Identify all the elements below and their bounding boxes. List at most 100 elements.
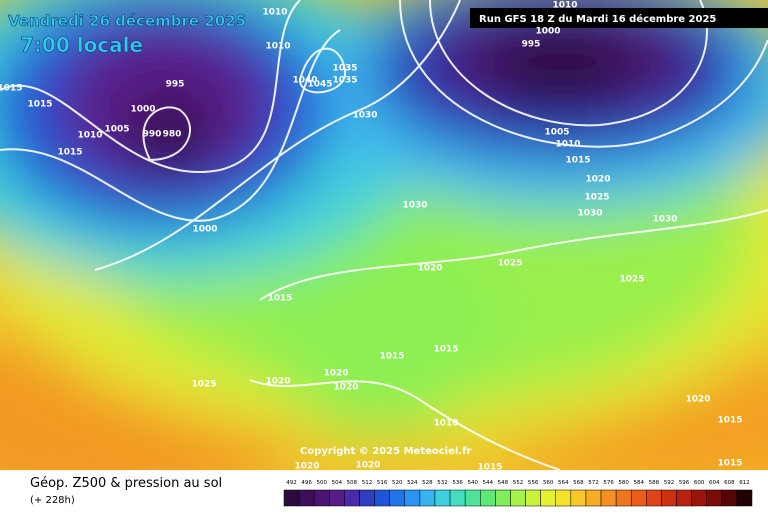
scale-swatch (721, 489, 738, 507)
scale-label: 508 (347, 480, 358, 486)
isobar-label: 1015 (27, 100, 52, 110)
isobar-label: 1020 (333, 383, 358, 393)
isobar-label: 1010 (433, 419, 458, 429)
color-scale: 492 496 500 504 508 512 516 520 524 528 532 536 540 5… (283, 480, 753, 507)
scale-label: 568 (573, 480, 584, 486)
scale-swatch (661, 489, 677, 507)
isobar-label: 1020 (323, 369, 348, 379)
isobar-label: 1015 (717, 459, 742, 469)
scale-label: 524 (407, 480, 418, 486)
isobar-label: 1015 (565, 156, 590, 166)
isobar-label: 1000 (130, 105, 155, 115)
isobar-label: 1040 (292, 76, 317, 86)
scale-swatch (344, 489, 360, 507)
isobar-label: 1020 (355, 461, 380, 471)
scale-swatch (449, 489, 466, 507)
scale-swatch (495, 489, 511, 507)
isobar-label: 1020 (685, 395, 710, 405)
isobar-label: 1035 (332, 64, 357, 74)
scale-label: 520 (392, 480, 403, 486)
run-banner (470, 8, 768, 28)
scale-label: 572 (588, 480, 599, 486)
scale-swatch (736, 489, 753, 507)
isobar-label: 980 (163, 130, 182, 140)
scale-label: 492 (286, 480, 297, 486)
scale-label: 604 (709, 480, 720, 486)
scale-swatch (283, 489, 300, 507)
scale-swatch (298, 489, 315, 507)
isobar-label: 1015 (379, 352, 404, 362)
isobar-label: 990 (143, 130, 162, 140)
scale-swatch (555, 489, 572, 507)
scale-swatch (600, 489, 617, 507)
scale-swatch (419, 489, 436, 507)
scale-swatch (359, 489, 375, 507)
isobar-label: 1020 (585, 175, 610, 185)
isobar-label: 1000 (535, 27, 560, 37)
scale-label: 556 (528, 480, 539, 486)
scale-label: 496 (301, 480, 312, 486)
scale-label: 500 (316, 480, 327, 486)
isobar-label: 1030 (577, 209, 602, 219)
scale-swatch (525, 489, 541, 507)
scale-swatch (389, 489, 406, 507)
scale-label: 512 (362, 480, 373, 486)
scale-label: 528 (422, 480, 433, 486)
scale-swatch (464, 489, 481, 507)
scale-label: 588 (649, 480, 660, 486)
scale-swatch (510, 489, 526, 507)
forecast-time: 7:00 locale (20, 33, 143, 57)
isobar-label: 1025 (584, 193, 609, 203)
scale-label: 516 (377, 480, 388, 486)
isobar-label: 1030 (652, 215, 677, 225)
run-info: Run GFS 18 Z du Mardi 16 décembre 2025 (479, 13, 716, 25)
isobar-label: 1010 (265, 42, 290, 52)
isobar-label: 1030 (352, 111, 377, 121)
scale-swatch (404, 489, 421, 507)
forecast-date: Vendredi 26 décembre 2025 (8, 12, 246, 30)
copyright: Copyright © 2025 Meteociel.fr (300, 446, 471, 457)
scale-label: 532 (437, 480, 448, 486)
isobar-label: 1010 (552, 1, 577, 11)
isobar-label: 1025 (619, 275, 644, 285)
scale-swatch (676, 489, 692, 507)
isobar-label: 1020 (294, 462, 319, 472)
isobar-label: 1010 (262, 8, 287, 18)
scale-swatch (691, 489, 707, 507)
scale-label: 552 (513, 480, 524, 486)
scale-label: 576 (603, 480, 614, 486)
scale-label: 536 (452, 480, 463, 486)
isobar-label: 1035 (332, 76, 357, 86)
isobar-label: 1015 (57, 148, 82, 158)
scale-swatch (374, 489, 390, 507)
isobar-label: 1015 (0, 84, 23, 94)
scale-label: 584 (634, 480, 645, 486)
scale-swatch (585, 489, 602, 507)
scale-swatch (480, 489, 496, 507)
scale-label: 592 (664, 480, 675, 486)
scale-label: 580 (618, 480, 629, 486)
scale-swatch (434, 489, 451, 507)
scale-label: 608 (724, 480, 735, 486)
scale-swatch (570, 489, 587, 507)
isobar-label: 995 (522, 40, 541, 50)
scale-label: 560 (543, 480, 554, 486)
isobar-label: 1030 (402, 201, 427, 211)
scale-label: 564 (558, 480, 569, 486)
isobar-label: 1025 (497, 259, 522, 269)
scale-swatch (615, 489, 632, 507)
scale-swatch (329, 489, 345, 507)
scale-label: 600 (694, 480, 705, 486)
scale-swatch (313, 489, 330, 507)
isobar-label: 1015 (267, 294, 292, 304)
scale-label: 544 (483, 480, 494, 486)
scale-swatch (540, 489, 556, 507)
isobar-label: 1020 (265, 377, 290, 387)
scale-label: 504 (332, 480, 343, 486)
isobar-label: 1045 (307, 80, 332, 90)
isobar-label: 1015 (433, 345, 458, 355)
isobar-label: 1015 (717, 416, 742, 426)
scale-swatch (646, 489, 662, 507)
